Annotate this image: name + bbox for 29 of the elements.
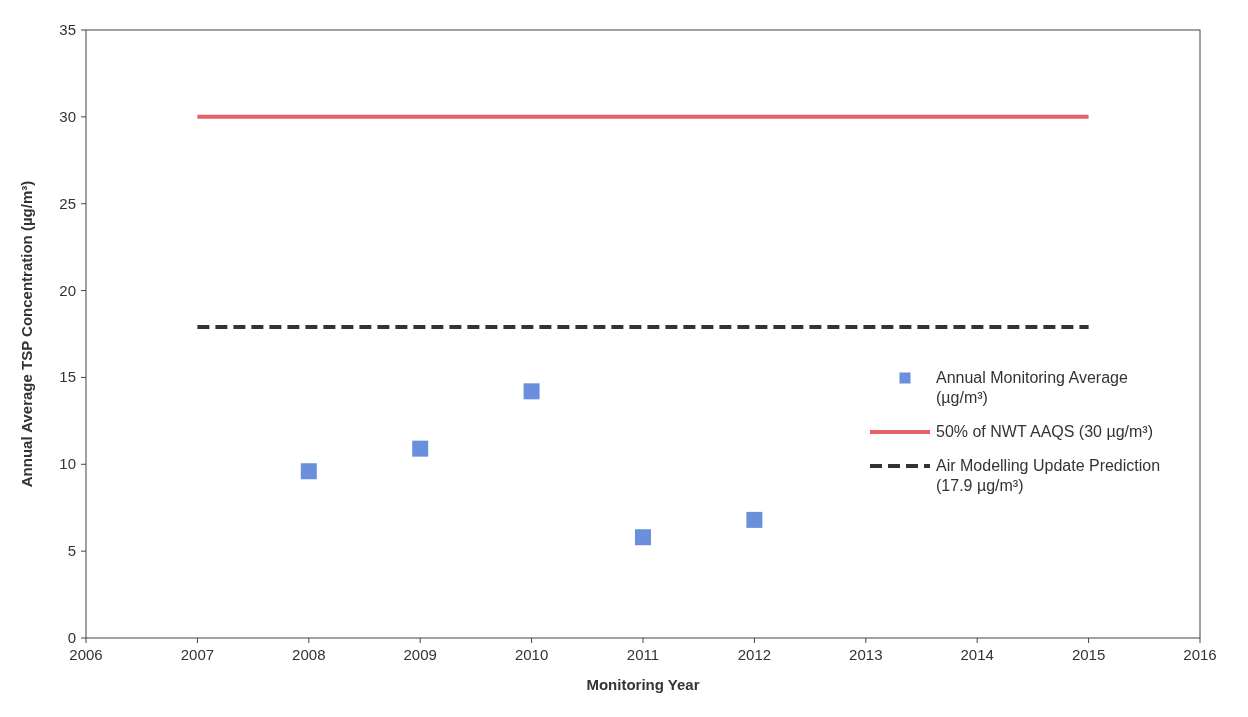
y-tick-label: 10 (59, 455, 76, 473)
y-tick-label: 35 (59, 21, 76, 38)
x-tick-label: 2011 (626, 646, 660, 663)
x-tick-label: 2006 (69, 646, 103, 663)
x-tick-label: 2016 (1183, 646, 1217, 663)
legend-label: 50% of NWT AAQS (30 µg/m³) (936, 423, 1153, 440)
point (412, 440, 429, 457)
x-tick-label: 2008 (292, 646, 326, 663)
y-tick-label: 20 (59, 281, 76, 299)
legend-label: Air Modelling Update Prediction (17.9 µg/m³) (936, 457, 1161, 494)
y-tick-label: 25 (59, 194, 76, 212)
legend-label: Annual Monitoring Average (µg/m³) (936, 369, 1128, 406)
point (635, 529, 651, 546)
x-tick-label: 2007 (180, 646, 215, 663)
point (746, 511, 763, 528)
y-axis-title: Annual Average TSP Concentration (µg/m³) (18, 180, 35, 488)
x-tick-label: 2012 (737, 646, 772, 663)
y-tick-label: 5 (67, 542, 76, 560)
x-tick-label: 2010 (514, 646, 549, 663)
point (523, 383, 540, 400)
x-tick-label: 2009 (403, 646, 437, 663)
y-tick-label: 30 (59, 107, 76, 125)
x-axis-title: Monitoring Year (586, 676, 700, 693)
x-tick-label: 2015 (1071, 646, 1106, 663)
x-tick-label: 2013 (849, 646, 883, 663)
y-tick-label: 0 (67, 629, 76, 646)
x-tick-label: 2014 (960, 646, 994, 663)
y-tick-label: 15 (59, 368, 76, 386)
point (300, 463, 317, 480)
